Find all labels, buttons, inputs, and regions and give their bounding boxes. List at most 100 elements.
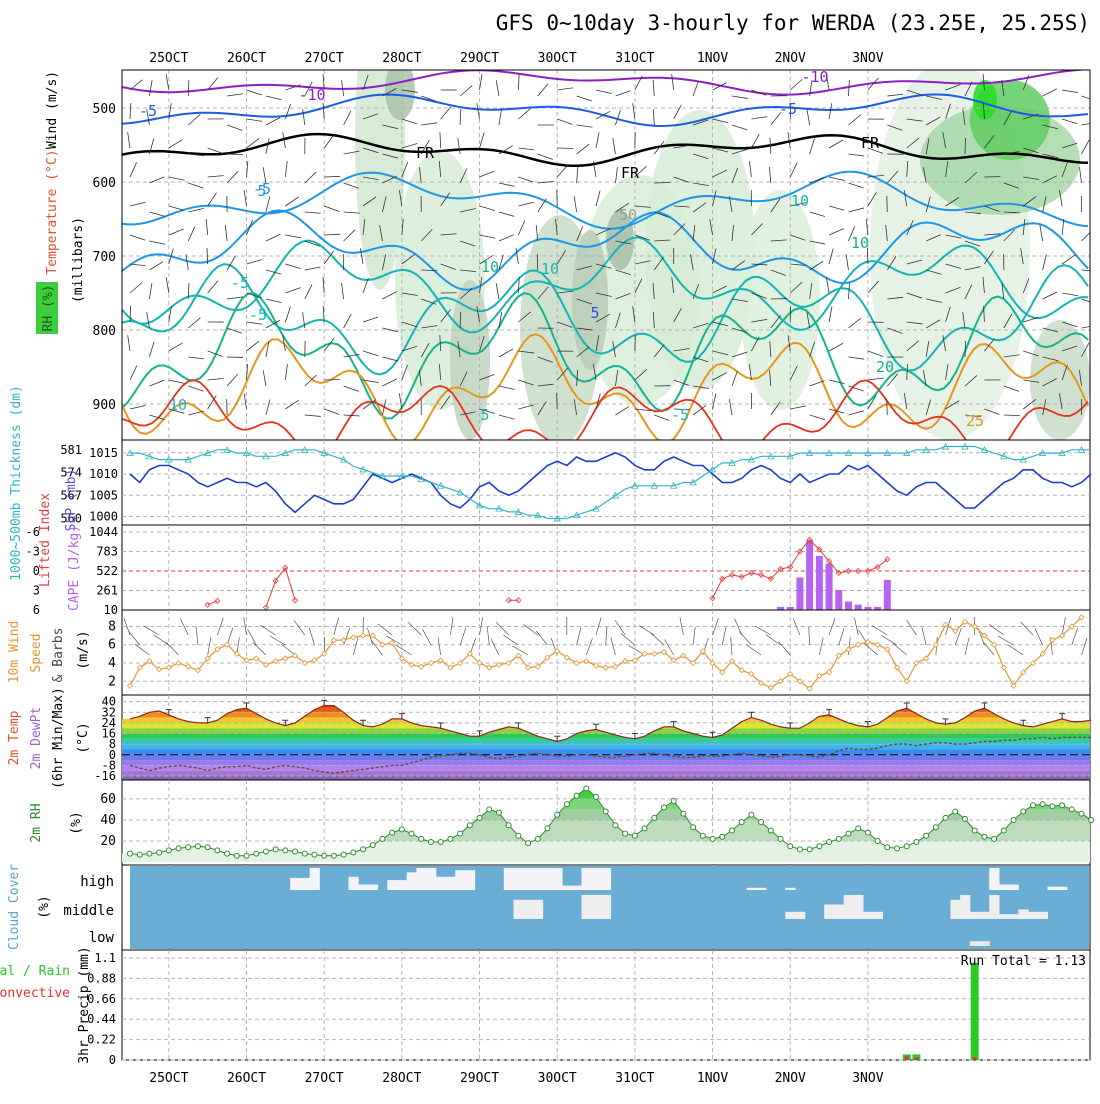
wind-barb [746,645,761,655]
rh-marker [263,849,268,854]
cloud-bar-high [533,868,543,890]
contour-label: 10 [541,260,559,278]
tick-label: 0 [109,1053,116,1067]
rh-marker [817,844,822,849]
wind-barb [1072,628,1078,645]
rh-marker [351,850,356,855]
date-label-top: 1NOV [697,51,728,66]
cloud-bar-middle [523,900,533,919]
rh-marker [545,826,550,831]
rh-marker [535,836,540,841]
cloud-bar-high [1057,887,1067,890]
panel-frame [122,525,1090,610]
rh-marker [652,815,657,820]
li-line [266,568,295,608]
contour-label: -5 [139,102,157,120]
rh-marker [341,852,346,857]
date-label-top: 2NOV [775,51,806,66]
date-label-top: 25OCT [149,51,188,66]
contour-label: -10 [801,68,828,86]
rh-marker [943,815,948,820]
wind-speed-marker [865,639,870,644]
wind-barb [1035,629,1043,645]
wind-barb [144,626,160,635]
rh-marker [137,852,142,857]
wind-barb [1008,645,1023,655]
wind-barb [839,628,844,645]
wind-barb [819,637,823,655]
wind-barb [922,628,926,645]
wind-barb [809,627,810,645]
precip-conv-bar [973,1057,977,1060]
tick-label: 261 [96,584,118,598]
cloud-bar-high [300,878,310,890]
date-label-bottom: 31OCT [615,1071,654,1086]
temp-bands [122,702,1090,780]
rh-marker [1021,809,1026,814]
date-label-top: 26OCT [227,51,266,66]
tick-label: 1005 [89,488,118,502]
wind-barb [248,629,257,645]
wind-barb [154,635,169,645]
rh-marker [1011,817,1016,822]
date-label-bottom: 3NOV [852,1071,883,1086]
cloud-bar-middle [795,912,805,919]
date-label-bottom: 1NOV [697,1071,728,1086]
cloud-bar-middle [863,912,873,919]
cloud-bar-high [514,868,524,890]
rh-marker [681,811,686,816]
rh-marker [584,786,589,791]
contour-label: FR [416,144,435,162]
tick-label: 6 [108,638,116,653]
cape-bar [845,602,852,611]
rh-shade [385,60,415,120]
cloud-bar-middle [591,895,601,919]
date-label-bottom: 26OCT [227,1071,266,1086]
precip-conv-bar [914,1057,918,1060]
cloud-bar-middle [853,895,863,919]
wind-barb [882,636,897,645]
contour-label: 20 [876,358,894,376]
rh-marker [1001,828,1006,833]
wind-barb [438,637,441,655]
rh-marker [797,847,802,852]
label-slp: SLP (mb) [64,469,79,532]
date-label-bottom: 25OCT [149,1071,188,1086]
cloud-bar-middle [785,912,795,919]
wind-barb [755,626,771,635]
rh-marker [147,851,152,856]
wind-speed-marker [603,665,608,670]
tick-label: 1015 [89,446,118,460]
wind-barb [309,628,314,645]
rh-marker [700,833,705,838]
date-label-bottom: 28OCT [382,1071,421,1086]
cloud-bar-middle [1028,912,1038,919]
wind-speed-marker [341,638,346,643]
rh-marker [516,833,521,838]
temp-band [122,707,1090,712]
date-label-bottom: 27OCT [305,1071,344,1086]
wind-barb [907,620,917,635]
cloud-bar-high [348,877,358,890]
rh-band [122,778,1090,799]
rh-marker [555,812,560,817]
contour-label: 25 [966,412,984,430]
label-precip-total: tal / Rain [0,964,70,979]
wind-barb [872,626,887,635]
wind-barb [693,627,695,645]
rh-band [122,820,1090,841]
cloud-bar-middle [844,895,854,919]
cloud-bar-high [310,868,320,890]
rh-marker [361,847,366,852]
label-temperature: Temperature (°C) [45,149,60,274]
temp-band [122,765,1090,770]
contour-label: 10 [481,258,499,276]
cloud-bar-high [446,877,456,890]
cloud-bar-middle [601,895,611,919]
wind-barb [378,624,392,635]
wind-speed-line [130,617,1082,688]
cloud-bar-high [426,868,436,890]
label-cloud-cover: Cloud Cover [7,864,22,950]
rh-marker [1060,803,1065,808]
wind-barb [460,312,461,328]
